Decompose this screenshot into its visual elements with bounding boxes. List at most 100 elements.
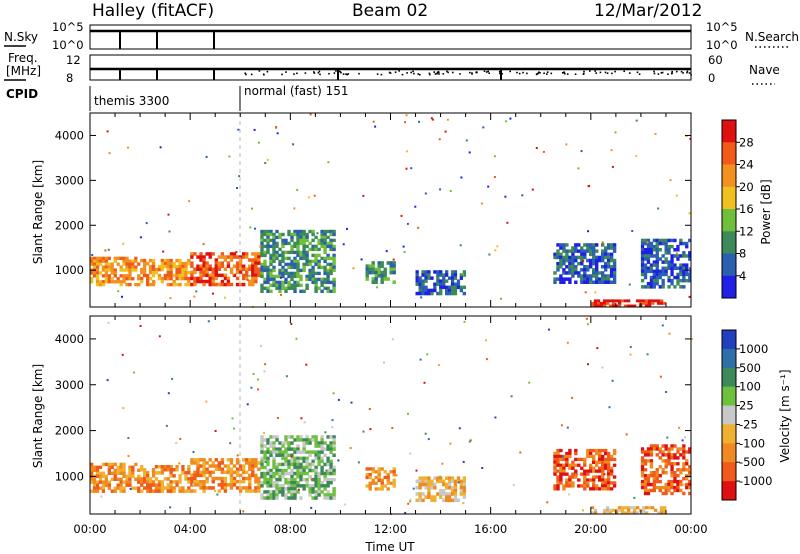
velocity-echo-cell (553, 457, 557, 462)
velocity-echo-cell (326, 490, 330, 494)
velocity-echo-speck (139, 325, 142, 327)
power-echo-cell (589, 261, 593, 266)
power-echo-cell (604, 246, 608, 250)
power-echo-cell (266, 238, 270, 243)
power-echo-speck (506, 221, 509, 224)
velocity-echo-cell (217, 464, 221, 468)
power-echo-cell (568, 277, 572, 281)
power-echo-cell (652, 269, 656, 274)
velocity-echo-cell (278, 447, 282, 451)
power-echo-cell (430, 288, 434, 293)
velocity-echo-cell (453, 495, 458, 499)
power-echo-cell (332, 253, 336, 258)
power-echo-cell (320, 289, 324, 293)
power-echo-cell (682, 278, 686, 283)
power-echo-cell (266, 247, 270, 252)
velocity-echo-cell (646, 447, 651, 451)
power-echo-cell (326, 289, 330, 293)
velocity-echo-cell (260, 447, 264, 451)
velocity-echo-cell (119, 471, 123, 475)
power-echo-cell (278, 247, 282, 252)
velocity-echo-cell (143, 468, 147, 472)
velocity-echo-cell (332, 447, 336, 451)
power-echo-cell (682, 241, 686, 246)
power-echo-cell (125, 283, 129, 287)
power-echo-cell (119, 274, 123, 278)
velocity-echo-cell (377, 470, 381, 474)
velocity-echo-cell (606, 472, 611, 476)
velocity-echo-cell (326, 459, 330, 464)
power-echo-cell (326, 286, 330, 290)
velocity-echo-cell (685, 459, 689, 463)
power-echo-cell (326, 229, 330, 234)
velocity-echo-speck (192, 451, 195, 453)
nave-dot (475, 71, 478, 73)
nave-dot (561, 72, 564, 74)
power-echo-cell (436, 270, 440, 274)
power-echo-cell (664, 241, 668, 246)
power-echo-cell (427, 288, 431, 293)
power-echoes (90, 113, 692, 308)
power-echo-cell (601, 243, 605, 247)
power-echo-cell (442, 276, 446, 280)
power-echo-cell (664, 251, 668, 255)
velocity-colorbar-tick-label: 25 (739, 399, 754, 413)
power-echo-cell (275, 241, 279, 246)
power-echo-cell (314, 244, 318, 249)
power-echo-cell (389, 264, 393, 268)
velocity-echo-cell (211, 486, 215, 490)
velocity-echo-cell (442, 482, 446, 487)
power-echo-cell (287, 274, 291, 279)
power-echo-cell (556, 252, 560, 257)
velocity-echo-cell (287, 465, 291, 470)
velocity-echo-cell (217, 483, 221, 487)
nave-dot (653, 72, 656, 75)
power-echo-cell (172, 261, 176, 266)
power-echo-cell (229, 258, 234, 262)
power-echo-cell (275, 235, 279, 240)
nave-dot (304, 72, 307, 74)
power-echo-cell (659, 301, 664, 305)
power-echo-cell (670, 282, 674, 286)
power-echo-cell (447, 285, 452, 290)
power-echo-speck (329, 267, 332, 270)
velocity-echo-cell (226, 483, 231, 487)
nave-dot (686, 70, 689, 73)
power-echo-cell (649, 248, 654, 252)
velocity-echo-speck (395, 474, 398, 477)
velocity-echo-cell (586, 478, 590, 482)
power-echo-cell (646, 285, 651, 289)
power-colorbar-swatch (722, 231, 736, 254)
power-echo-cell (332, 259, 336, 264)
velocity-echo-cell (323, 471, 327, 476)
velocity-echo-cell (568, 466, 572, 470)
velocity-echo-cell (609, 487, 614, 491)
nave-dot (413, 72, 415, 75)
power-echo-speck (259, 245, 262, 248)
power-echo-speck (188, 200, 191, 203)
velocity-echo-cell (290, 441, 294, 445)
velocity-echo-cell (278, 484, 282, 488)
velocity-echo-cell (254, 473, 258, 478)
velocity-echo-cell (667, 456, 671, 460)
power-echo-cell (592, 255, 596, 260)
velocity-echo-cell (95, 465, 100, 469)
velocity-echo-cell (626, 506, 631, 510)
velocity-echo-speck (106, 379, 109, 382)
velocity-echo-cell (187, 471, 191, 475)
power-echo-speck (104, 249, 107, 252)
power-echo-cell (98, 271, 103, 275)
velocity-echo-cell (606, 457, 611, 462)
velocity-echo-cell (323, 477, 327, 482)
power-echo-speck (162, 250, 165, 253)
velocity-echo-cell (151, 474, 156, 478)
nsky-label: N.Sky (4, 30, 38, 44)
power-echo-cell (430, 291, 434, 296)
power-echo-cell (302, 241, 306, 246)
velocity-echo-cell (682, 491, 686, 496)
velocity-echo-cell (652, 444, 656, 448)
velocity-echo-cell (284, 493, 288, 497)
power-echo-cell (424, 291, 428, 296)
power-echo-cell (646, 257, 651, 261)
power-echo-cell (248, 258, 252, 262)
